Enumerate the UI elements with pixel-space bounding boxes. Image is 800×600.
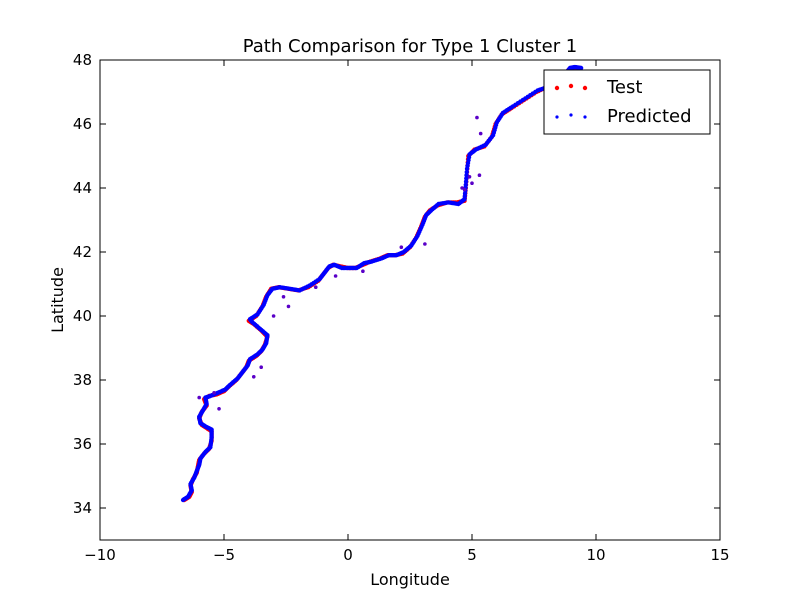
y-tick-label: 42 — [73, 243, 92, 261]
outlier-point — [475, 115, 479, 120]
legend-label-predicted: Predicted — [607, 106, 692, 127]
legend-predicted-marker — [555, 115, 559, 119]
x-tick-label: 15 — [710, 546, 729, 564]
x-tick-label: 0 — [343, 546, 353, 564]
y-tick-label: 44 — [73, 179, 92, 197]
outlier-point — [197, 395, 201, 400]
y-tick-label: 36 — [73, 435, 92, 453]
outlier-point — [313, 285, 318, 290]
legend: Test Predicted — [543, 69, 711, 135]
outlier-point — [399, 245, 404, 249]
predicted-point — [464, 169, 469, 175]
predicted-point — [463, 179, 469, 184]
x-tick-label: 10 — [586, 546, 605, 564]
x-tick-label: −5 — [213, 546, 235, 564]
outlier-point — [470, 181, 474, 185]
outlier-point — [423, 242, 427, 246]
legend-predicted-markers — [555, 113, 587, 119]
outlier-point — [477, 173, 482, 177]
y-tick-label: 34 — [73, 499, 92, 517]
outlier-point — [217, 407, 221, 411]
predicted-point — [578, 65, 584, 71]
outlier-point — [467, 175, 472, 179]
x-tick-label: 5 — [467, 546, 477, 564]
legend-test-marker — [554, 85, 560, 91]
points-layer — [180, 64, 584, 503]
outlier-point — [259, 365, 264, 370]
outlier-point — [478, 131, 483, 136]
y-tick-label: 48 — [73, 51, 92, 69]
outlier-point — [271, 314, 276, 318]
predicted-point — [464, 173, 469, 178]
outlier-point — [286, 304, 291, 309]
legend-label-test: Test — [606, 77, 642, 98]
outlier-point — [251, 375, 256, 379]
legend-test-marker — [568, 83, 574, 89]
ticks-layer: −10 −5 0 5 10 15 34 36 38 40 42 44 46 48 — [73, 51, 730, 564]
predicted-point — [463, 182, 468, 187]
legend-frame — [543, 69, 711, 135]
outlier-point — [281, 295, 286, 299]
outlier-point — [212, 391, 216, 395]
outlier-point — [333, 274, 338, 278]
legend-predicted-marker — [569, 113, 573, 117]
x-axis-label: Longitude — [370, 570, 450, 589]
y-axis-label: Latitude — [48, 267, 67, 333]
y-tick-label: 46 — [73, 115, 92, 133]
legend-test-marker — [582, 85, 588, 91]
plot-area-frame — [99, 59, 721, 541]
outlier-point — [361, 269, 365, 274]
outlier-point — [460, 186, 464, 190]
legend-test-markers — [554, 83, 588, 91]
x-tick-label: −10 — [84, 546, 116, 564]
legend-predicted-marker — [583, 115, 587, 119]
predicted-point — [464, 176, 469, 181]
chart-title: Path Comparison for Type 1 Cluster 1 — [243, 36, 578, 57]
y-tick-label: 38 — [73, 371, 92, 389]
y-tick-label: 40 — [73, 307, 92, 325]
